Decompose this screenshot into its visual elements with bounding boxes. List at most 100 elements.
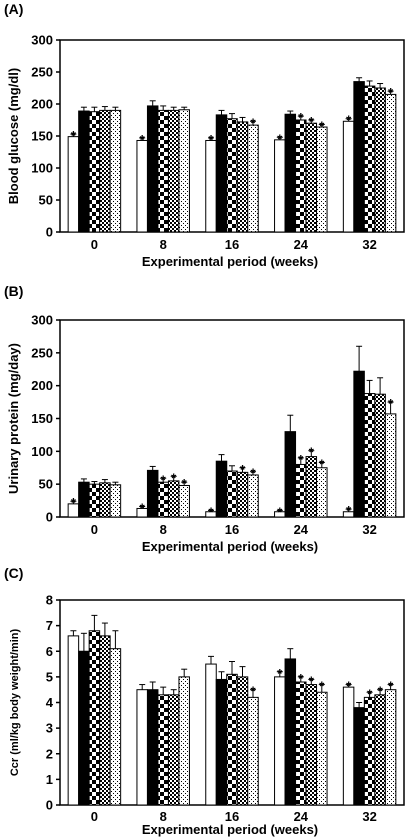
bar	[178, 676, 190, 806]
x-tick-label: 24	[294, 809, 309, 824]
y-tick-label: 1	[46, 772, 53, 787]
significance-marker: *	[298, 452, 304, 467]
bar	[384, 93, 397, 233]
bar	[247, 696, 259, 806]
significance-marker: *	[250, 466, 256, 481]
bar	[99, 109, 111, 233]
bar	[374, 694, 386, 806]
y-tick-label: 8	[46, 593, 53, 608]
y-tick-label: 50	[39, 477, 53, 492]
bar	[353, 707, 365, 806]
significance-marker: *	[346, 679, 352, 694]
bar	[167, 109, 180, 233]
bar	[305, 456, 318, 518]
bar	[205, 663, 217, 806]
bar	[226, 673, 238, 806]
panel-label: (A)	[4, 1, 23, 17]
y-tick-label: 250	[31, 65, 53, 80]
bar	[316, 126, 328, 233]
bar	[167, 694, 180, 806]
significance-marker: *	[346, 113, 352, 128]
bar	[247, 474, 259, 518]
y-tick-label: 150	[31, 411, 53, 426]
bar	[78, 481, 90, 518]
bar	[363, 696, 376, 806]
bar	[353, 81, 365, 233]
x-tick-label: 8	[160, 522, 167, 537]
significance-marker: *	[388, 396, 394, 411]
y-tick-label: 3	[46, 721, 53, 736]
y-tick-label: 150	[31, 129, 53, 144]
bar	[305, 122, 318, 233]
y-tick-label: 2	[46, 746, 53, 761]
bar	[363, 85, 376, 233]
bar	[274, 139, 286, 233]
y-tick-label: 0	[46, 225, 53, 240]
bar	[67, 136, 80, 233]
x-tick-label: 24	[294, 237, 309, 252]
bar	[67, 635, 80, 806]
bar	[146, 105, 159, 233]
significance-marker: *	[388, 85, 394, 100]
bar	[205, 139, 217, 233]
x-tick-label: 32	[362, 237, 376, 252]
x-tick-label: 16	[225, 809, 239, 824]
bar	[247, 124, 259, 233]
y-tick-label: 250	[31, 345, 53, 360]
bar	[284, 113, 297, 233]
significance-marker: *	[367, 686, 373, 701]
bar	[215, 460, 228, 518]
bar	[342, 120, 355, 233]
bar	[384, 413, 397, 518]
x-tick-label: 16	[225, 522, 239, 537]
bar	[178, 109, 190, 233]
bar	[215, 114, 228, 233]
x-tick-label: 0	[91, 809, 98, 824]
y-tick-label: 0	[46, 510, 53, 525]
bar	[146, 689, 159, 806]
bar	[78, 110, 90, 233]
bar	[99, 482, 111, 518]
significance-marker: *	[71, 128, 77, 143]
y-tick-label: 300	[31, 33, 53, 48]
significance-marker: *	[378, 684, 384, 699]
bar	[157, 481, 169, 518]
bar	[109, 484, 122, 518]
bar	[226, 470, 238, 518]
bar	[167, 480, 180, 518]
y-tick-label: 7	[46, 618, 53, 633]
y-tick-label: 200	[31, 378, 53, 393]
significance-marker: *	[298, 671, 304, 686]
bar	[342, 686, 355, 806]
y-axis-title: Urinary protein (mg/day)	[6, 343, 21, 494]
y-axis-title: Blood glucose (mg/dl)	[6, 68, 21, 205]
x-tick-label: 16	[225, 237, 239, 252]
bar	[109, 648, 122, 806]
significance-marker: *	[319, 456, 325, 471]
x-tick-label: 24	[294, 522, 309, 537]
significance-marker: *	[298, 110, 304, 125]
significance-marker: *	[319, 118, 325, 133]
bar	[99, 635, 111, 806]
x-tick-label: 32	[362, 522, 376, 537]
chart-panel-2: (B) 0 50 100 150 200 250 300 Urinary protein (mg…	[4, 283, 405, 554]
significance-marker: *	[140, 132, 146, 147]
significance-marker: *	[388, 679, 394, 694]
bar	[274, 676, 286, 806]
significance-marker: *	[309, 114, 315, 129]
y-tick-label: 100	[31, 161, 53, 176]
bar	[136, 139, 148, 233]
bar	[88, 483, 101, 518]
chart-panel-1: (A) 0 50 100 150 200 250 300 Blood glucose (mg/d…	[4, 1, 405, 269]
significance-marker: *	[208, 132, 214, 147]
y-axis-title: Ccr (ml/kg body weight/min)	[9, 629, 21, 777]
bar	[384, 689, 397, 806]
significance-marker: *	[346, 503, 352, 518]
y-tick-label: 0	[46, 798, 53, 813]
bar	[353, 370, 365, 518]
y-tick-label: 5	[46, 669, 53, 684]
significance-marker: *	[250, 684, 256, 699]
x-tick-label: 8	[160, 809, 167, 824]
significance-marker: *	[277, 504, 283, 519]
y-tick-label: 300	[31, 313, 53, 328]
